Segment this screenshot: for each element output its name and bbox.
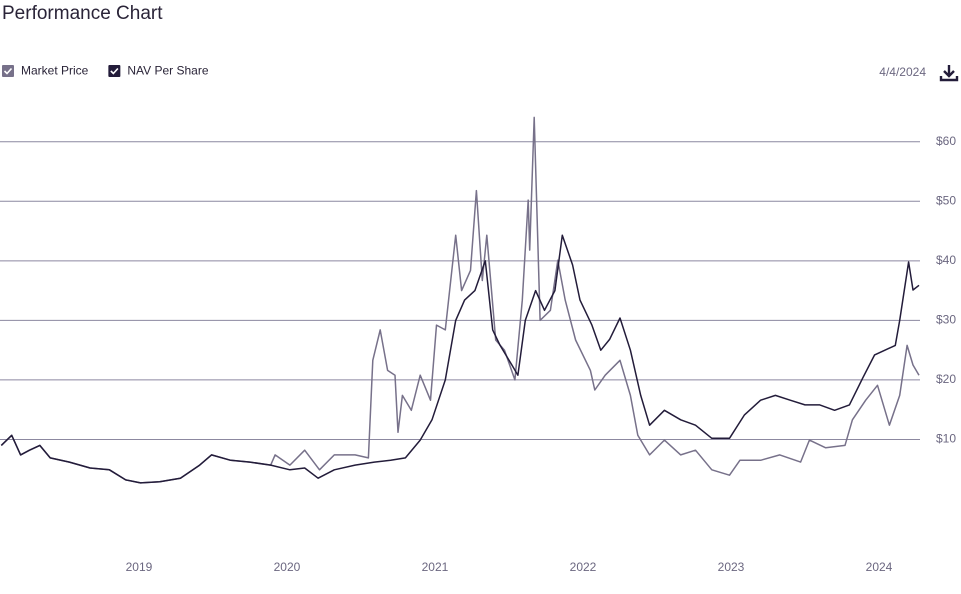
x-tick-label: 2020 [274, 560, 301, 574]
y-tick-label: $20 [936, 372, 956, 386]
legend-check [110, 67, 119, 75]
x-tick-label: 2019 [126, 560, 153, 574]
legend-item[interactable]: NAV Per Share [108, 64, 209, 78]
as-of-date: 4/4/2024 [879, 65, 926, 79]
x-tick-label: 2022 [570, 560, 597, 574]
y-tick-label: $10 [936, 432, 956, 446]
legend-item[interactable]: Market Price [2, 64, 89, 78]
series-line [0, 234, 920, 484]
y-tick-label: $30 [936, 313, 956, 327]
x-tick-label: 2024 [866, 560, 893, 574]
legend-check [3, 67, 13, 75]
y-tick-label: $50 [936, 193, 956, 207]
chart-title: Performance Chart [2, 3, 163, 24]
x-tick-label: 2021 [422, 560, 449, 574]
legend-checkbox[interactable] [2, 65, 14, 77]
legend-label: NAV Per Share [127, 64, 208, 78]
legend-label: Market Price [21, 64, 89, 78]
y-tick-label: $60 [936, 134, 956, 148]
x-tick-label: 2023 [718, 560, 745, 574]
download-button[interactable] [939, 63, 959, 83]
download-arrow [943, 65, 955, 78]
y-tick-label: $40 [936, 253, 956, 267]
series-line [0, 116, 920, 484]
legend-checkbox[interactable] [108, 65, 121, 77]
download-tray [939, 76, 959, 82]
